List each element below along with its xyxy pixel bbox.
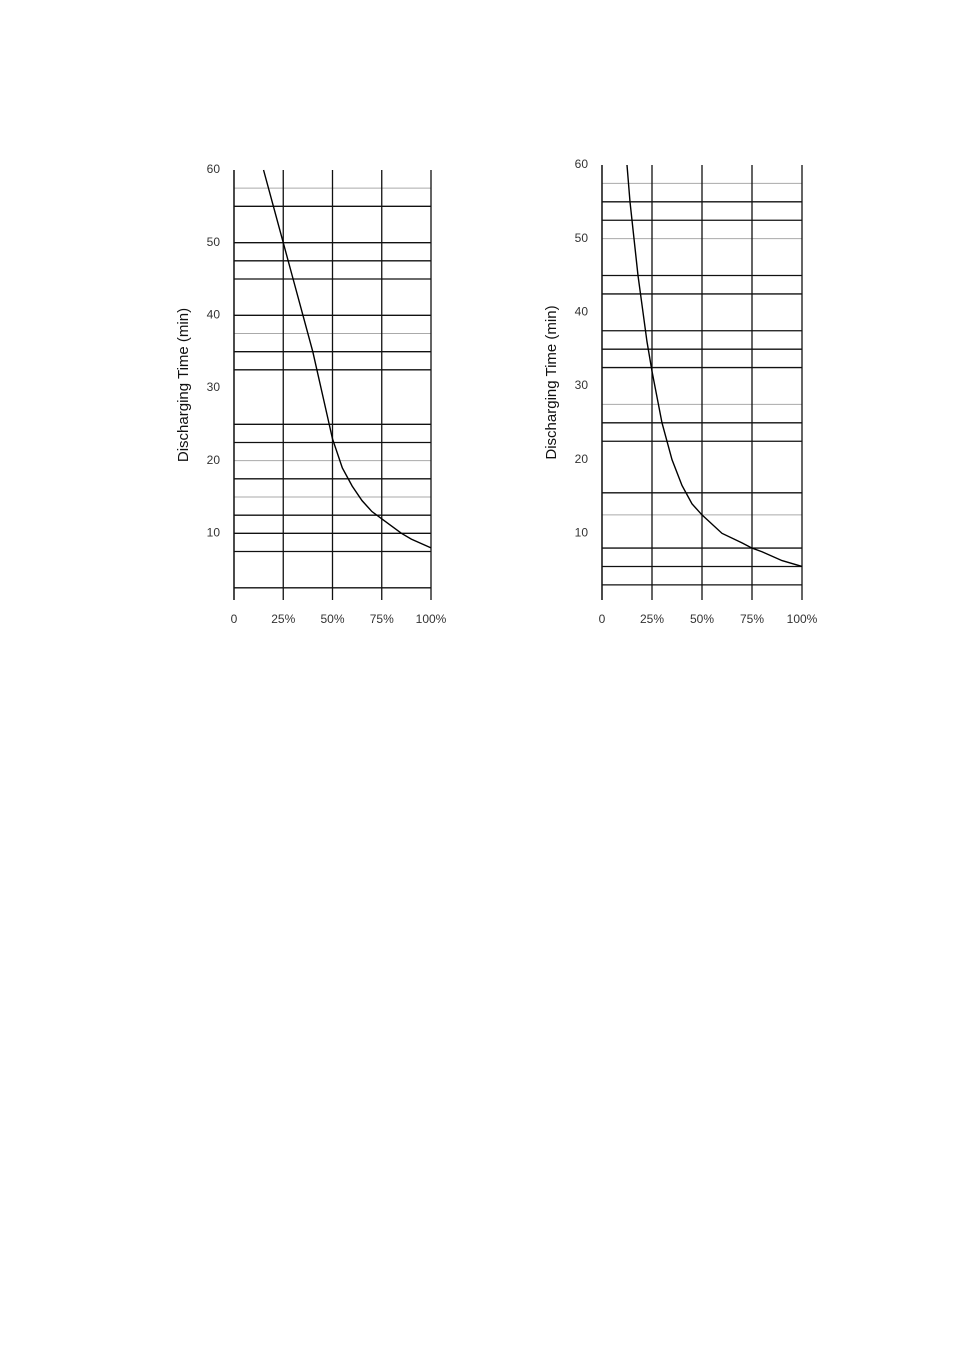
y-tick-label: 60 xyxy=(207,162,221,176)
x-tick-label: 100% xyxy=(416,612,447,626)
y-tick-label: 60 xyxy=(575,157,589,171)
y-tick-label: 50 xyxy=(575,231,589,245)
x-tick-label: 75% xyxy=(740,612,764,626)
y-tick-label: 10 xyxy=(575,526,589,540)
y-tick-label: 40 xyxy=(207,308,221,322)
y-tick-label: 10 xyxy=(207,526,221,540)
x-tick-label: 25% xyxy=(271,612,295,626)
x-tick-label: 50% xyxy=(320,612,344,626)
y-tick-label: 50 xyxy=(207,235,221,249)
y-axis-label: Discharging Time (min) xyxy=(175,308,192,462)
x-tick-label: 100% xyxy=(787,612,818,626)
y-tick-label: 40 xyxy=(575,305,589,319)
x-tick-label: 50% xyxy=(690,612,714,626)
x-tick-label: 25% xyxy=(640,612,664,626)
y-axis-label: Discharging Time (min) xyxy=(543,305,560,459)
curve xyxy=(626,164,803,568)
x-tick-label: 75% xyxy=(370,612,394,626)
y-tick-label: 30 xyxy=(207,380,221,394)
y-tick-label: 30 xyxy=(575,378,589,392)
y-tick-label: 20 xyxy=(207,453,221,467)
curve xyxy=(262,169,432,549)
y-tick-label: 20 xyxy=(575,452,589,466)
x-tick-label: 0 xyxy=(231,612,238,626)
x-tick-label: 0 xyxy=(599,612,606,626)
